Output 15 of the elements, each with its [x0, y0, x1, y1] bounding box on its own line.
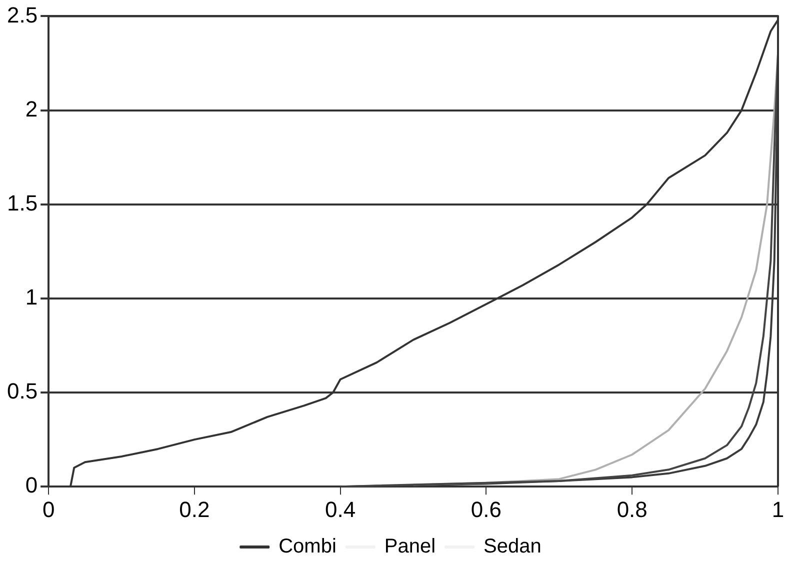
y-tick-label: 1	[25, 284, 38, 310]
x-tick-label: 1	[772, 496, 784, 522]
x-tick-label: 0.6	[470, 496, 502, 522]
y-tick-label: 0.5	[6, 378, 38, 404]
legend-label: Combi	[278, 536, 336, 558]
y-tick-label: 2	[25, 96, 38, 122]
x-tick-label: 0.4	[325, 496, 356, 522]
y-tick-label: 2.5	[6, 2, 38, 28]
x-tick-label: 0.8	[616, 496, 648, 522]
legend-label: Panel	[384, 536, 436, 558]
x-tick-label: 0	[42, 496, 55, 522]
y-tick-label: 0	[25, 472, 38, 498]
legend-label: Sedan	[484, 536, 542, 558]
x-tick-label: 0.2	[179, 496, 210, 522]
y-tick-label: 1.5	[6, 190, 38, 216]
